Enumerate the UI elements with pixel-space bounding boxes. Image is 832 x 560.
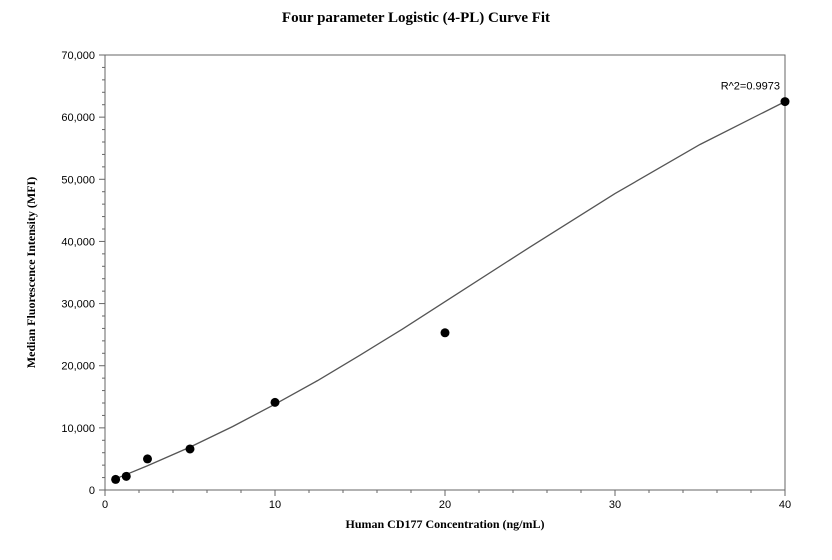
- chart-title: Four parameter Logistic (4-PL) Curve Fit: [282, 10, 550, 26]
- y-tick-label: 10,000: [61, 423, 95, 435]
- data-point: [781, 97, 790, 106]
- y-tick-label: 0: [89, 485, 95, 497]
- data-point: [186, 444, 195, 453]
- y-tick-label: 40,000: [61, 236, 95, 248]
- y-tick-label: 20,000: [61, 361, 95, 373]
- data-point: [111, 475, 120, 484]
- y-tick-label: 60,000: [61, 112, 95, 124]
- chart-container: { "chart": { "type": "scatter-with-curve…: [0, 0, 832, 560]
- y-tick-label: 50,000: [61, 174, 95, 186]
- data-point: [441, 328, 450, 337]
- data-point: [122, 472, 131, 481]
- data-point: [143, 454, 152, 463]
- chart-svg: Four parameter Logistic (4-PL) Curve Fit…: [0, 0, 832, 560]
- x-tick-label: 10: [269, 499, 281, 511]
- y-axis-label: Median Fluorescence Intensity (MFI): [24, 177, 38, 368]
- r-squared-annotation: R^2=0.9973: [721, 81, 780, 93]
- y-tick-label: 30,000: [61, 299, 95, 311]
- plot-border: [105, 55, 785, 490]
- x-tick-label: 30: [609, 499, 621, 511]
- x-tick-label: 0: [102, 499, 108, 511]
- y-tick-label: 70,000: [61, 50, 95, 62]
- x-tick-label: 40: [779, 499, 791, 511]
- data-point: [271, 398, 280, 407]
- fitted-curve: [116, 102, 785, 479]
- x-tick-label: 20: [439, 499, 451, 511]
- x-axis-label: Human CD177 Concentration (ng/mL): [345, 517, 544, 531]
